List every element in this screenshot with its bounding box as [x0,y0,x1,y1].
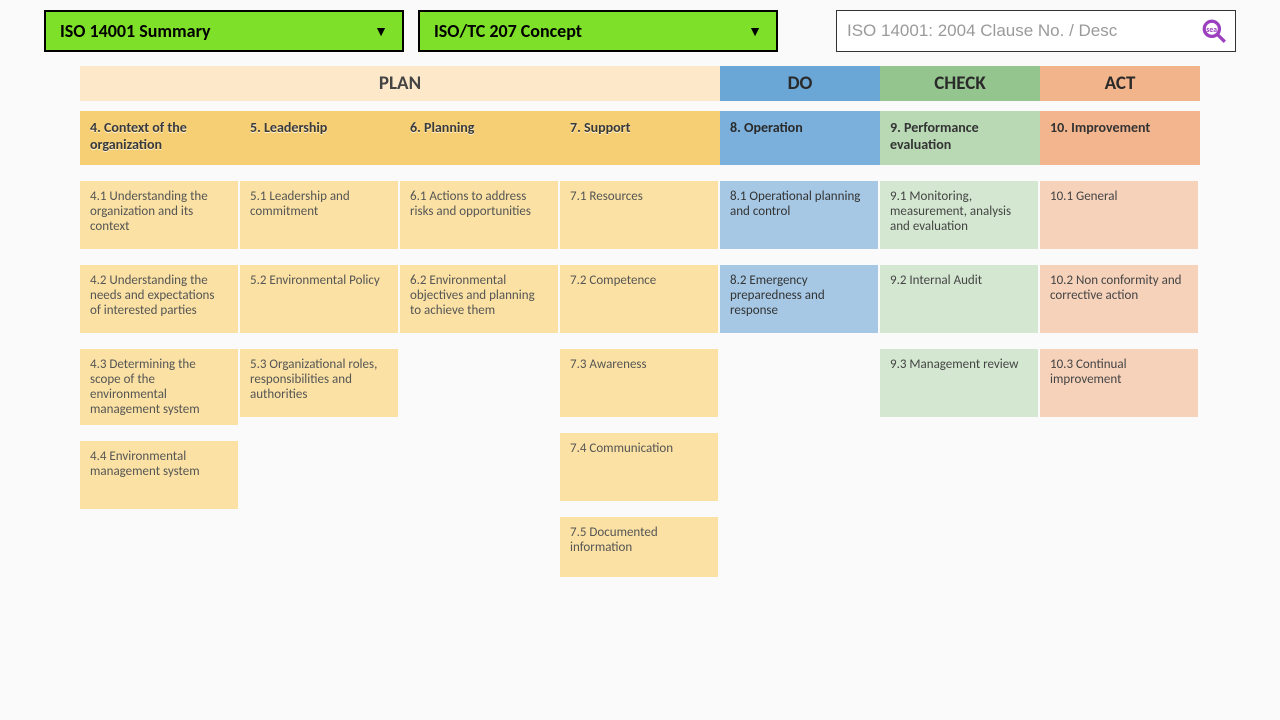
section-6[interactable]: 6. Planning [400,111,560,165]
clause-8-1[interactable]: 8.1 Operational planning and control [720,181,878,249]
section-7[interactable]: 7. Support [560,111,720,165]
dropdown-summary[interactable]: ISO 14001 Summary ▼ [44,10,404,52]
col-support: 7. Support 7.1 Resources 7.2 Competence … [560,101,720,577]
search-input[interactable] [847,21,1199,41]
search-box[interactable]: sea [836,10,1236,52]
clause-4-4[interactable]: 4.4 Environmental management system [80,441,238,509]
phase-check: CHECK [880,66,1040,101]
svg-text:sea: sea [1206,26,1217,35]
clause-5-2[interactable]: 5.2 Environmental Policy [240,265,398,333]
phase-header-row: PLAN DO CHECK ACT [80,66,1200,101]
section-8[interactable]: 8. Operation [720,111,880,165]
col-leadership: 5. Leadership 5.1 Leadership and commitm… [240,101,400,577]
phase-plan: PLAN [80,66,720,101]
clause-6-1[interactable]: 6.1 Actions to address risks and opportu… [400,181,558,249]
search-icon[interactable]: sea [1199,16,1229,46]
clause-10-2[interactable]: 10.2 Non conformity and corrective actio… [1040,265,1198,333]
clause-7-4[interactable]: 7.4 Communication [560,433,718,501]
clause-9-1[interactable]: 9.1 Monitoring, measurement, analysis an… [880,181,1038,249]
clause-7-2[interactable]: 7.2 Competence [560,265,718,333]
section-10[interactable]: 10. Improvement [1040,111,1200,165]
col-improvement: 10. Improvement 10.1 General 10.2 Non co… [1040,101,1200,577]
dropdown-summary-label: ISO 14001 Summary [60,20,211,42]
section-4[interactable]: 4. Context of the organization [80,111,240,165]
dropdown-concept[interactable]: ISO/TC 207 Concept ▼ [418,10,778,52]
dropdown-concept-label: ISO/TC 207 Concept [434,20,582,42]
section-9[interactable]: 9. Performance evaluation [880,111,1040,165]
clause-9-3[interactable]: 9.3 Management review [880,349,1038,417]
clause-7-5[interactable]: 7.5 Documented information [560,517,718,577]
col-planning: 6. Planning 6.1 Actions to address risks… [400,101,560,577]
phase-act: ACT [1040,66,1200,101]
clause-10-1[interactable]: 10.1 General [1040,181,1198,249]
clause-7-3[interactable]: 7.3 Awareness [560,349,718,417]
clause-8-2[interactable]: 8.2 Emergency preparedness and response [720,265,878,333]
clause-5-1[interactable]: 5.1 Leadership and commitment [240,181,398,249]
col-operation: 8. Operation 8.1 Operational planning an… [720,101,880,577]
chevron-down-icon: ▼ [374,23,388,40]
section-5[interactable]: 5. Leadership [240,111,400,165]
clause-9-2[interactable]: 9.2 Internal Audit [880,265,1038,333]
clause-7-1[interactable]: 7.1 Resources [560,181,718,249]
chevron-down-icon: ▼ [748,23,762,40]
col-context: 4. Context of the organization 4.1 Under… [80,101,240,577]
clause-4-1[interactable]: 4.1 Understanding the organization and i… [80,181,238,249]
clause-5-3[interactable]: 5.3 Organizational roles, responsibiliti… [240,349,398,417]
col-performance: 9. Performance evaluation 9.1 Monitoring… [880,101,1040,577]
pdca-board: PLAN DO CHECK ACT 4. Context of the orga… [0,62,1280,577]
phase-do: DO [720,66,880,101]
clause-6-2[interactable]: 6.2 Environmental objectives and plannin… [400,265,558,333]
topbar: ISO 14001 Summary ▼ ISO/TC 207 Concept ▼… [0,0,1280,62]
clause-grid: 4. Context of the organization 4.1 Under… [80,101,1200,577]
clause-4-2[interactable]: 4.2 Understanding the needs and expectat… [80,265,238,333]
clause-4-3[interactable]: 4.3 Determining the scope of the environ… [80,349,238,425]
clause-10-3[interactable]: 10.3 Continual improvement [1040,349,1198,417]
